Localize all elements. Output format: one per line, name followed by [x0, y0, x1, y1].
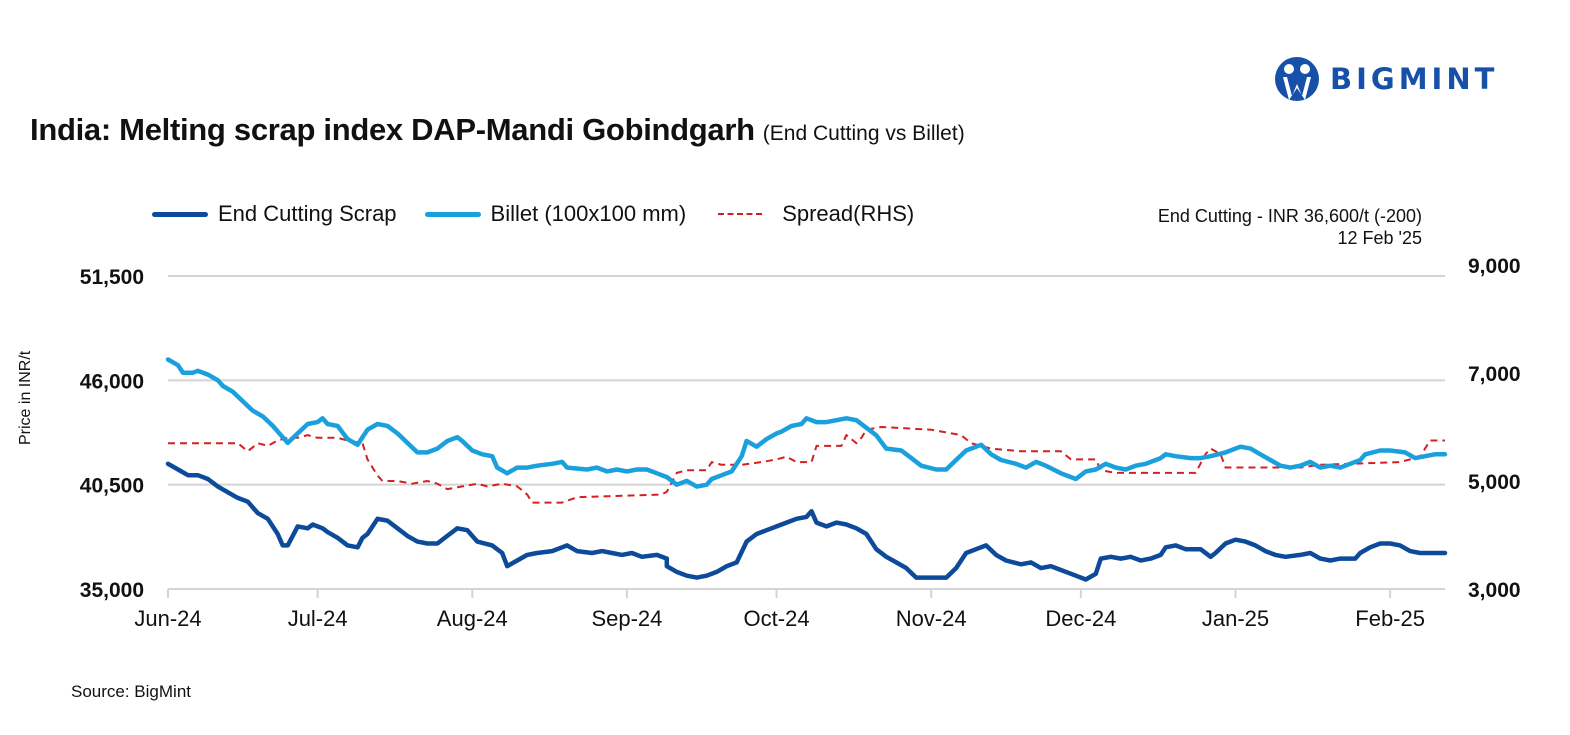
series-lines [165, 357, 1448, 582]
series-line-billet-100x100-mm [165, 357, 1448, 489]
price-note-line1: End Cutting - INR 36,600/t (-200) [1157, 206, 1422, 226]
series-line-end-cutting-scrap [165, 461, 1448, 582]
chart-title: India: Melting scrap index DAP-Mandi Gob… [30, 112, 965, 148]
y2-tick-label: 9,000 [1468, 255, 1521, 278]
x-tick-label: Oct-24 [744, 606, 810, 631]
y2-tick-label: 3,000 [1468, 579, 1521, 602]
legend-swatch-billet [424, 211, 481, 217]
x-tick-label: Sep-24 [591, 606, 662, 631]
brand-name: BIGMINT [1330, 62, 1499, 96]
title-sub: (End Cutting vs Billet) [762, 122, 965, 145]
y2-tick-labels: 3,000 5,000 7,000 9,000 [1468, 255, 1521, 602]
legend-label-billet: Billet (100x100 mm) [490, 201, 687, 226]
x-tick-label: Nov-24 [896, 606, 967, 631]
legend-item-end-cutting: End Cutting Scrap [152, 201, 397, 227]
y2-tick-label: 5,000 [1468, 471, 1521, 494]
x-tick-label: Feb-25 [1355, 606, 1425, 631]
series-line-spread-rhs [168, 426, 1445, 504]
x-tick-label: Jan-25 [1202, 606, 1269, 631]
y-tick-label: 35,000 [80, 579, 144, 602]
source-note: Source: BigMint [71, 682, 191, 701]
legend-swatch-spread [718, 213, 763, 215]
y-tick-labels: 35,000 40,500 46,000 51,500 [80, 266, 144, 602]
bigmint-logo-icon [1275, 57, 1319, 101]
x-tick-label: Jul-24 [288, 606, 348, 631]
gridlines [168, 275, 1445, 590]
legend-item-spread: Spread(RHS) [714, 201, 914, 227]
legend-swatch-end-cutting [152, 211, 208, 217]
price-note: End Cutting - INR 36,600/t (-200) 12 Feb… [1158, 205, 1422, 249]
y2-tick-label: 7,000 [1468, 363, 1521, 386]
x-tick-label: Aug-24 [437, 606, 508, 631]
x-tick-labels: Jun-24 Jul-24 Aug-24 Sep-24 Oct-24 Nov-24 Dec-… [134, 606, 1425, 631]
legend-label-spread: Spread(RHS) [782, 201, 915, 226]
legend-item-billet: Billet (100x100 mm) [424, 201, 687, 227]
y-tick-label: 40,500 [80, 475, 144, 498]
x-ticks [167, 589, 1392, 598]
y-tick-label: 51,500 [80, 266, 144, 289]
legend: End Cutting Scrap Billet (100x100 mm) Sp… [152, 201, 942, 227]
title-main: India: Melting scrap index DAP-Mandi Gob… [30, 112, 755, 147]
bigmint-logo: BIGMINT [1274, 56, 1498, 102]
x-tick-label: Dec-24 [1045, 606, 1116, 631]
price-note-date: 12 Feb '25 [1337, 228, 1423, 248]
x-tick-label: Jun-24 [134, 606, 201, 631]
y-tick-label: 46,000 [80, 370, 144, 393]
legend-label-end-cutting: End Cutting Scrap [218, 201, 397, 226]
